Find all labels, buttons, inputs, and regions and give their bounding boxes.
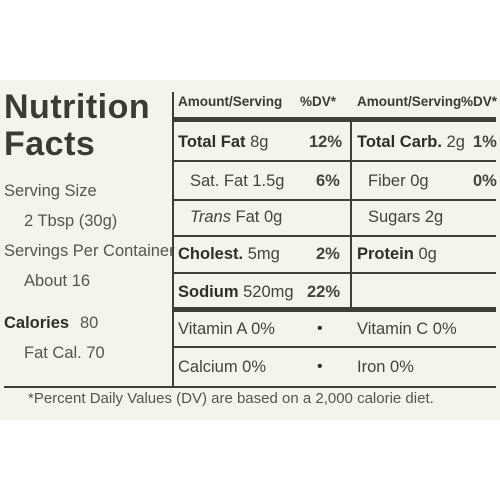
calcium: Calcium 0% <box>178 358 267 376</box>
serving-size-label: Serving Size <box>4 182 97 200</box>
sat-fat-row: Sat. Fat 1.5g <box>190 172 285 191</box>
sat-fat-dv: 6% <box>316 172 340 190</box>
fiber-dv: 0% <box>473 172 497 190</box>
trans-fat-row: Trans Fat 0g <box>190 208 282 227</box>
sugars-row: Sugars 2g <box>368 208 443 227</box>
bullet-separator-2: • <box>317 358 323 375</box>
row-rule-4 <box>172 272 496 274</box>
row-rule-3 <box>172 235 496 237</box>
trans-fat-amount: Fat 0g <box>235 208 283 226</box>
protein-row: Protein 0g <box>357 245 437 264</box>
table-left-rule <box>172 92 174 388</box>
sugars-name: Sugars <box>368 208 421 226</box>
total-carb-amount: 2g <box>446 133 465 151</box>
calories-label: Calories <box>4 314 70 332</box>
protein-amount: 0g <box>418 245 437 263</box>
total-carb-row: Total Carb. 2g <box>357 133 465 152</box>
header-thick-rule <box>172 117 496 122</box>
bullet-separator-1: • <box>317 320 323 337</box>
daily-values-footnote: *Percent Daily Values (DV) are based on … <box>28 390 434 407</box>
total-carb-dv: 1% <box>473 133 497 151</box>
total-carb-name: Total Carb. <box>357 133 442 151</box>
cholest-amount: 5mg <box>247 245 280 263</box>
total-fat-amount: 8g <box>250 133 269 151</box>
protein-name: Protein <box>357 245 414 263</box>
vitamin-c: Vitamin C 0% <box>357 320 457 338</box>
row-rule-2 <box>172 199 496 201</box>
sodium-dv: 22% <box>307 283 341 301</box>
nutrition-label-panel <box>0 80 500 420</box>
vitamins-thick-rule <box>172 307 496 312</box>
total-fat-row: Total Fat 8g <box>178 133 268 152</box>
title-facts: Facts <box>4 125 96 163</box>
header-dv-left: %DV* <box>300 94 337 109</box>
sat-fat-amount: 1.5g <box>252 172 285 190</box>
fiber-name: Fiber <box>368 172 406 190</box>
total-fat-name: Total Fat <box>178 133 246 151</box>
sodium-amount: 520mg <box>243 283 294 301</box>
cholest-dv: 2% <box>316 245 340 263</box>
row-rule-5 <box>172 346 496 348</box>
cholest-name: Cholest. <box>178 245 244 263</box>
calories-value: 80 <box>80 314 99 332</box>
table-middle-rule <box>350 117 352 307</box>
vitamin-a: Vitamin A 0% <box>178 320 275 338</box>
sugars-amount: 2g <box>424 208 444 226</box>
header-amount-right: Amount/Serving <box>357 94 462 109</box>
cholest-row: Cholest. 5mg <box>178 245 280 264</box>
sodium-name: Sodium <box>178 283 239 301</box>
header-amount-left: Amount/Serving <box>178 94 283 109</box>
servings-per-container-label: Servings Per Container <box>4 242 175 260</box>
iron: Iron 0% <box>357 358 414 376</box>
fat-calories: Fat Cal. 70 <box>24 344 105 362</box>
servings-per-container-value: About 16 <box>24 272 91 290</box>
sodium-row: Sodium 520mg <box>178 283 294 302</box>
fiber-amount: 0g <box>410 172 429 190</box>
bottom-rule <box>4 386 496 388</box>
sat-fat-name: Sat. Fat <box>190 172 248 190</box>
total-fat-dv: 12% <box>309 133 343 151</box>
row-rule-1 <box>172 160 496 162</box>
fiber-row: Fiber 0g <box>368 172 429 191</box>
serving-size-value: 2 Tbsp (30g) <box>24 212 118 230</box>
header-dv-right: %DV* <box>461 94 498 109</box>
title-nutrition: Nutrition <box>4 88 151 126</box>
trans-fat-name: Trans <box>190 208 231 226</box>
